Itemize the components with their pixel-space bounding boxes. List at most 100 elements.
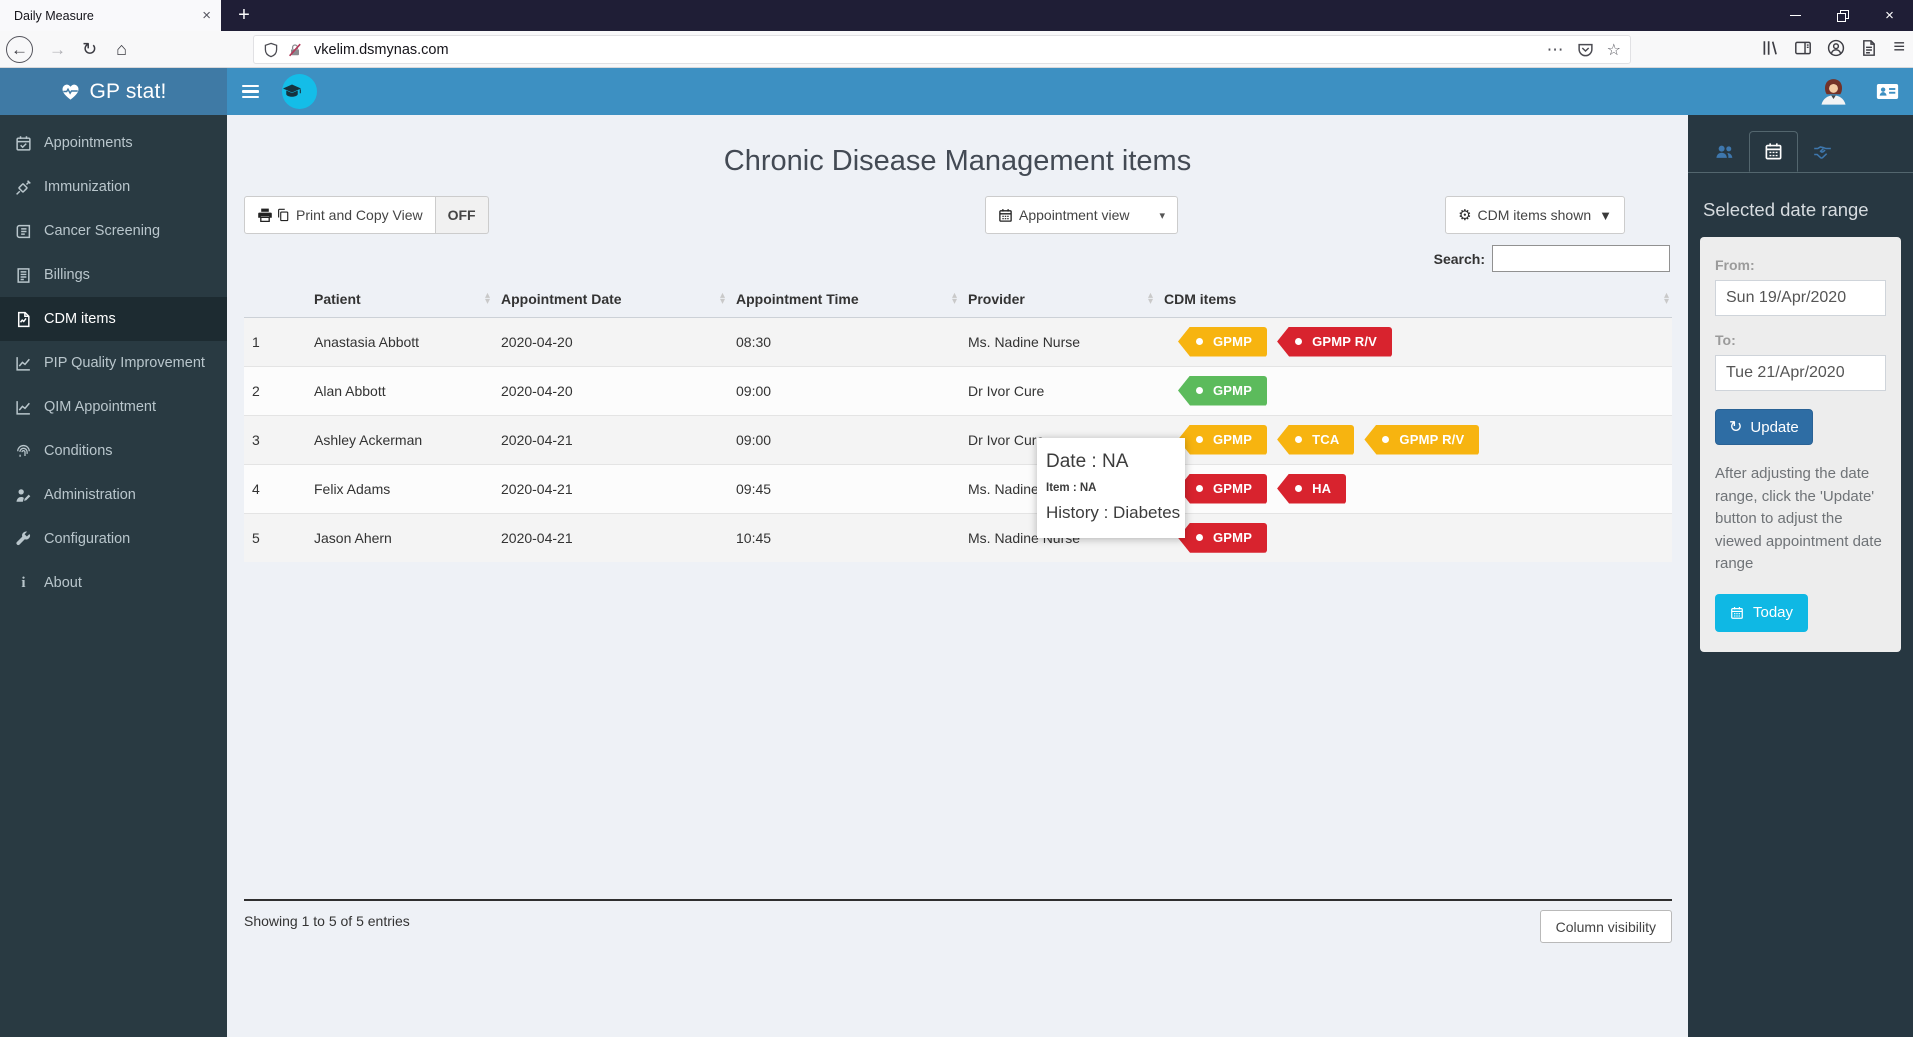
print-copy-button[interactable]: Print and Copy View <box>244 196 436 234</box>
minimize-icon <box>1790 15 1801 16</box>
window-restore-button[interactable] <box>1819 0 1866 31</box>
rightpanel-tab-handshake[interactable] <box>1798 131 1847 172</box>
cdm-badge-ha[interactable]: HA <box>1277 473 1347 504</box>
cdm-badge-gpmp[interactable]: GPMP <box>1178 326 1268 357</box>
account-icon[interactable] <box>1827 39 1845 57</box>
cell-cdm-items: GPMP TCA GPMP R/V <box>1156 415 1672 464</box>
sidebar-collapse-button[interactable] <box>240 83 261 100</box>
sidebar-item-configuration[interactable]: Configuration <box>0 517 227 561</box>
sidebar-item-pip-quality-improvement[interactable]: PIP Quality Improvement <box>0 341 227 385</box>
column-visibility-button[interactable]: Column visibility <box>1539 910 1672 943</box>
badge-dot-icon <box>1196 485 1203 492</box>
address-bar[interactable]: ⋯ ☆ <box>253 35 1631 64</box>
print-copy-off-button[interactable]: OFF <box>435 196 489 234</box>
sidebar-item-billings[interactable]: Billings <box>0 253 227 297</box>
update-button[interactable]: ↻ Update <box>1715 409 1813 445</box>
pocket-icon[interactable] <box>1577 41 1594 58</box>
notes-icon[interactable] <box>1860 39 1878 57</box>
sidebar-item-cdm-items[interactable]: CDM items <box>0 297 227 341</box>
tooltip-history: History : Diabetes <box>1046 503 1181 522</box>
col-header-appointment-time[interactable]: Appointment Time ▴ ▾ <box>728 281 960 318</box>
col-header-appointment-date[interactable]: Appointment Date ▴ ▾ <box>493 281 728 318</box>
sidebar-item-cancer-screening[interactable]: Cancer Screening <box>0 209 227 253</box>
sidebar-item-appointments[interactable]: Appointments <box>0 121 227 165</box>
cell-patient: Felix Adams <box>314 480 391 497</box>
bookmark-star-icon[interactable]: ☆ <box>1606 41 1621 59</box>
table-row[interactable]: 2 Alan Abbott 2020-04-20 09:00 Dr Ivor Cure G… <box>244 366 1672 415</box>
window-minimize-button[interactable] <box>1772 0 1819 31</box>
insecure-lock-icon[interactable] <box>287 42 303 58</box>
table-row[interactable]: 3 Ashley Ackerman 2020-04-21 09:00 Dr Ivor C… <box>244 415 1672 464</box>
cell-appointment-date: 2020-04-21 <box>501 480 573 497</box>
cdm-badge-gpmp[interactable]: GPMP <box>1178 375 1268 406</box>
contact-card-icon[interactable] <box>1875 79 1900 104</box>
sidebar-item-administration[interactable]: Administration <box>0 473 227 517</box>
shield-icon[interactable] <box>263 42 279 58</box>
cdm-badge-gpmp[interactable]: GPMP <box>1178 424 1268 455</box>
cdm-badge-gpmp[interactable]: GPMP <box>1178 522 1268 553</box>
forward-button[interactable]: → <box>49 39 66 59</box>
browser-titlebar: Daily Measure × + × <box>0 0 1913 31</box>
page-actions-icon[interactable]: ⋯ <box>1546 39 1564 59</box>
table-row[interactable]: 5 Jason Ahern 2020-04-21 10:45 Ms. Nadine Nu… <box>244 513 1672 562</box>
col-header-label: Appointment Date <box>501 290 622 307</box>
badge-dot-icon <box>1295 338 1303 345</box>
appointment-view-select[interactable]: Appointment view ▾ <box>985 196 1178 234</box>
sidebar-item-qim-appointment[interactable]: QIM Appointment <box>0 385 227 429</box>
user-avatar[interactable] <box>1818 76 1849 107</box>
to-label: To: <box>1715 332 1736 348</box>
to-date-field[interactable] <box>1715 355 1886 391</box>
col-header-cdm-items[interactable]: CDM items ▴ ▾ <box>1156 281 1672 318</box>
today-button[interactable]: Today <box>1715 593 1809 632</box>
cell-provider: Dr Ivor Cure <box>968 382 1045 399</box>
cdm-items-shown-button[interactable]: ⚙ CDM items shown ▼ <box>1445 196 1625 234</box>
col-header-provider[interactable]: Provider ▴ ▾ <box>960 281 1156 318</box>
col-header-patient[interactable]: Patient ▴ ▾ <box>306 281 493 318</box>
reload-button[interactable]: ↻ <box>81 39 98 59</box>
sidebar-item-label: Configuration <box>44 531 131 547</box>
rightpanel-tab-calendar[interactable] <box>1749 131 1798 172</box>
col-header-label: Appointment Time <box>736 290 859 307</box>
cell-patient: Alan Abbott <box>314 382 386 399</box>
cdm-badge-tca[interactable]: TCA <box>1277 424 1355 455</box>
cdm-badge-gpmp-r-v[interactable]: GPMP R/V <box>1364 424 1480 455</box>
cdm-badge-gpmp[interactable]: GPMP <box>1178 473 1268 504</box>
table-row[interactable]: 1 Anastasia Abbott 2020-04-20 08:30 Ms. Nadi… <box>244 317 1672 366</box>
date-range-heading: Selected date range <box>1703 199 1869 220</box>
cell-appointment-time: 09:45 <box>736 480 772 497</box>
table-row[interactable]: 4 Felix Adams 2020-04-21 09:45 Ms. Nadine Nu… <box>244 464 1672 513</box>
home-button[interactable]: ⌂ <box>116 39 127 59</box>
sidebar-item-about[interactable]: i About <box>0 561 227 605</box>
cdm-badge-gpmp-r-v[interactable]: GPMP R/V <box>1277 326 1393 357</box>
calendar-icon <box>1764 142 1783 161</box>
training-button[interactable] <box>282 74 317 109</box>
rightpanel-tabs <box>1688 115 1913 173</box>
window-controls: × <box>1772 0 1913 31</box>
col-header-label: Provider <box>968 290 1025 307</box>
tab-close-icon[interactable]: × <box>202 7 211 24</box>
cell-appointment-time: 08:30 <box>736 333 772 350</box>
sidebar-toggle-icon[interactable] <box>1794 39 1812 57</box>
browser-tab[interactable]: Daily Measure × <box>0 0 221 31</box>
url-input[interactable] <box>312 40 1547 59</box>
app-brand[interactable]: GP stat! <box>0 68 227 115</box>
menu-icon[interactable]: ≡ <box>1893 36 1905 58</box>
gear-icon: ⚙ <box>1458 207 1472 224</box>
library-icon[interactable] <box>1761 39 1779 57</box>
from-date-field[interactable] <box>1715 280 1886 316</box>
date-range-note: After adjusting the date range, click th… <box>1715 465 1882 572</box>
sidebar-item-label: Administration <box>44 487 136 503</box>
col-header-index[interactable] <box>244 281 306 318</box>
sidebar-item-conditions[interactable]: Conditions <box>0 429 227 473</box>
rightpanel-tab-users[interactable] <box>1700 131 1749 172</box>
cell-appointment-time: 10:45 <box>736 529 772 546</box>
sidebar-menu: Appointments Immunization Cancer Screening… <box>0 115 227 1037</box>
cell-patient: Ashley Ackerman <box>314 431 423 448</box>
back-button[interactable]: ← <box>6 36 33 63</box>
window-close-button[interactable]: × <box>1885 7 1894 24</box>
search-input[interactable] <box>1492 245 1670 272</box>
sidebar-item-immunization[interactable]: Immunization <box>0 165 227 209</box>
new-tab-button[interactable]: + <box>238 4 250 26</box>
heart-pulse-icon <box>60 81 81 102</box>
page-title: Chronic Disease Management items <box>723 145 1192 177</box>
